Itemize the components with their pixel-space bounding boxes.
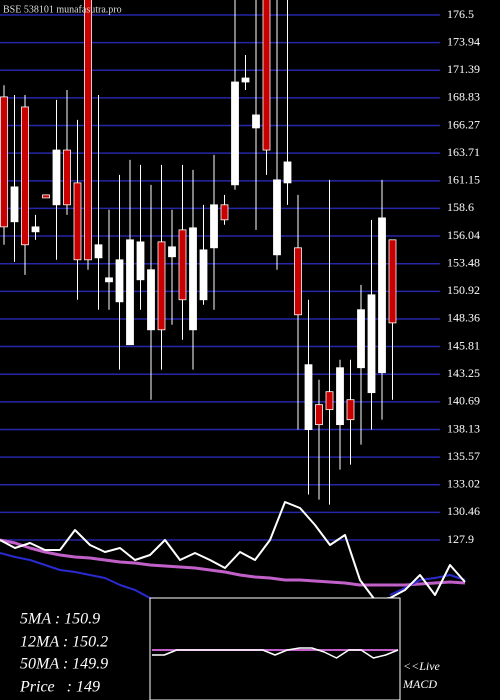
candle-body bbox=[84, 0, 92, 261]
y-tick-label: 145.81 bbox=[447, 338, 480, 352]
macd-lines bbox=[152, 647, 399, 659]
candle-body bbox=[157, 241, 166, 331]
y-tick-label: 140.69 bbox=[447, 394, 480, 408]
candle-body bbox=[252, 114, 260, 129]
candle-body bbox=[52, 149, 61, 206]
y-tick-label: 163.71 bbox=[447, 145, 480, 159]
candle-body bbox=[388, 239, 397, 324]
candle-body bbox=[315, 404, 323, 426]
candle-body bbox=[189, 227, 197, 331]
candle-body bbox=[31, 226, 40, 233]
candle-body bbox=[262, 0, 271, 151]
candle-body bbox=[0, 96, 8, 228]
candle-body bbox=[325, 391, 334, 411]
candle-body bbox=[367, 294, 376, 394]
y-tick-label: 166.27 bbox=[447, 117, 480, 131]
candle-body bbox=[231, 81, 239, 186]
y-tick-label: 158.6 bbox=[447, 200, 474, 214]
y-tick-label: 148.36 bbox=[447, 311, 480, 325]
indicator-line bbox=[0, 552, 466, 599]
labels: 176.5 173.94 171.39 168.83 166.27 163.71 161.1… bbox=[447, 7, 480, 546]
candle-body bbox=[63, 149, 71, 206]
candles bbox=[0, 0, 397, 505]
candle-body bbox=[136, 241, 145, 281]
candle-body bbox=[178, 229, 187, 301]
candle-body bbox=[210, 204, 218, 249]
y-tick-label: 161.15 bbox=[447, 173, 480, 187]
candle-body bbox=[273, 179, 281, 256]
grid bbox=[0, 14, 440, 541]
candle-body bbox=[294, 247, 302, 316]
y-tick-label: 173.94 bbox=[447, 34, 480, 48]
candle-body bbox=[21, 106, 29, 246]
candle-body bbox=[94, 244, 103, 259]
candle-body bbox=[115, 259, 124, 303]
y-tick-label: 171.39 bbox=[447, 62, 480, 76]
candle-body bbox=[357, 309, 365, 369]
candle-body bbox=[220, 204, 229, 221]
candle-body bbox=[199, 249, 208, 301]
y-tick-label: 130.46 bbox=[447, 504, 480, 518]
candle-body bbox=[378, 217, 386, 374]
price-label: Price : 149 bbox=[19, 679, 100, 696]
y-tick-label: 168.83 bbox=[447, 90, 480, 104]
candle-body bbox=[346, 399, 355, 421]
y-tick-label: 143.25 bbox=[447, 366, 480, 380]
macd-label: MACD bbox=[402, 677, 437, 691]
y-tick-label: 135.57 bbox=[447, 449, 480, 463]
candle-body bbox=[147, 269, 155, 331]
y-tick-label: 133.02 bbox=[447, 476, 480, 490]
candle-body bbox=[105, 277, 113, 283]
chart-title: BSE 538101 munafasutra.pro bbox=[3, 4, 122, 15]
candle-body bbox=[10, 186, 19, 223]
indicator-line bbox=[152, 647, 399, 659]
candle-body bbox=[336, 367, 344, 426]
candle-body bbox=[42, 194, 50, 199]
y-tick-label: 153.48 bbox=[447, 255, 480, 269]
ma-label: 5MA : 150.9 bbox=[20, 611, 100, 628]
candle-body bbox=[304, 364, 313, 431]
live-label: <<Live bbox=[403, 659, 441, 673]
ma-label: 50MA : 149.9 bbox=[20, 656, 108, 673]
candle-body bbox=[168, 246, 176, 258]
y-tick-label: 176.5 bbox=[447, 7, 474, 21]
candle-body bbox=[283, 161, 292, 184]
y-tick-label: 156.04 bbox=[447, 228, 480, 242]
indicator-line bbox=[0, 538, 466, 587]
y-tick-label: 150.92 bbox=[447, 283, 480, 297]
candle-body bbox=[126, 239, 134, 346]
candle-body bbox=[241, 77, 250, 83]
ma-label: 12MA : 150.2 bbox=[20, 634, 108, 651]
y-tick-label: 138.13 bbox=[447, 421, 480, 435]
candle-body bbox=[73, 182, 82, 261]
y-tick-label: 127.9 bbox=[447, 532, 474, 546]
